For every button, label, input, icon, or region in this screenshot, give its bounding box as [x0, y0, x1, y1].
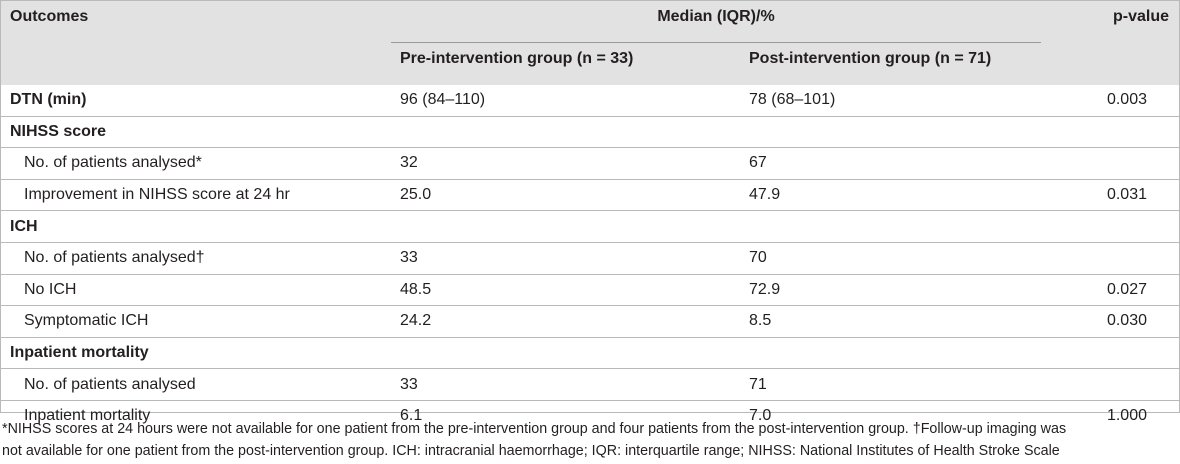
row-label: Inpatient mortality: [1, 337, 391, 370]
outcomes-table: Outcomes Median (IQR)/% p-value Pre-inte…: [1, 1, 1179, 432]
row-pre-value: 33: [391, 242, 740, 275]
row-pre-value: 25.0: [391, 179, 740, 212]
row-p-value: 1.000: [1106, 407, 1147, 425]
header-post-group-label: Post-intervention group (n = 71): [749, 50, 992, 67]
row-label: Inpatient mortality: [24, 407, 151, 425]
row-pre-value: 6.1: [400, 407, 423, 425]
row-post-value: 72.9: [740, 274, 1041, 307]
footnote-line-1: *NIHSS scores at 24 hours were not avail…: [2, 421, 1067, 437]
table-row: Improvement in NIHSS score at 24 hr 25.0…: [1, 179, 1179, 212]
row-p-value: [1041, 368, 1179, 401]
table-row: DTN (min) 96 (84–110) 78 (68–101) 0.003: [1, 85, 1179, 117]
row-post-value: 47.9: [740, 179, 1041, 212]
header-empty-p: [1041, 41, 1179, 85]
row-pre-value: 32: [391, 147, 740, 180]
table-row: No. of patients analysed 33 71: [1, 368, 1179, 401]
row-pre-value: [391, 337, 740, 370]
table-row: Inpatient mortality 6.1 7.0 1.000: [1, 400, 1179, 431]
row-p-value: 0.031: [1041, 179, 1179, 212]
row-label: No. of patients analysed: [1, 368, 391, 401]
header-post-group: Post-intervention group (n = 71): [740, 41, 1041, 85]
table-body: DTN (min) 96 (84–110) 78 (68–101) 0.003 …: [1, 85, 1179, 432]
row-post-value: [740, 337, 1041, 370]
row-pre-value: 96 (84–110): [391, 85, 740, 117]
table-row: No ICH 48.5 72.9 0.027: [1, 274, 1179, 307]
row-post-value: 8.5: [740, 305, 1041, 338]
row-label: No. of patients analysed†: [1, 242, 391, 275]
row-pre-value: [391, 116, 740, 149]
row-label: Improvement in NIHSS score at 24 hr: [1, 179, 391, 212]
row-post-value: [740, 116, 1041, 149]
row-label: No. of patients analysed*: [1, 147, 391, 180]
row-post-value: 67: [740, 147, 1041, 180]
header-pvalue: p-value: [1041, 1, 1179, 41]
header-outcomes: Outcomes: [1, 1, 391, 41]
outcomes-table-frame: Outcomes Median (IQR)/% p-value Pre-inte…: [0, 0, 1180, 424]
row-pre-value: [391, 210, 740, 243]
table-footnote: *NIHSS scores at 24 hours were not avail…: [2, 418, 1178, 462]
table-row: Inpatient mortality: [1, 337, 1179, 370]
row-label: No ICH: [1, 274, 391, 307]
header-empty: [1, 41, 391, 85]
row-label: Symptomatic ICH: [1, 305, 391, 338]
row-p-value: [1041, 116, 1179, 149]
header-pre-group-label: Pre-intervention group (n = 33): [400, 50, 634, 67]
table-row: No. of patients analysed† 33 70: [1, 242, 1179, 275]
row-post-value: 78 (68–101): [740, 85, 1041, 117]
header-median-label: Median (IQR)/%: [657, 8, 775, 25]
row-post-value: 7.0: [749, 407, 772, 425]
row-post-value: 71: [740, 368, 1041, 401]
row-pre-value: 33: [391, 368, 740, 401]
row-p-value: [1041, 210, 1179, 243]
header-median: Median (IQR)/%: [391, 1, 1041, 41]
row-p-value: [1041, 147, 1179, 180]
table-row: ICH: [1, 210, 1179, 243]
table-row: No. of patients analysed* 32 67: [1, 147, 1179, 180]
row-pre-value: 48.5: [391, 274, 740, 307]
row-p-value: 0.030: [1041, 305, 1179, 338]
row-label: DTN (min): [1, 85, 391, 117]
row-label: ICH: [1, 210, 391, 243]
footnote-line-2: not available for one patient from the p…: [2, 443, 1060, 459]
row-label: NIHSS score: [1, 116, 391, 149]
header-pre-group: Pre-intervention group (n = 33): [391, 41, 740, 85]
row-p-value: 0.003: [1041, 85, 1179, 117]
table-row: NIHSS score: [1, 116, 1179, 149]
table-row: Symptomatic ICH 24.2 8.5 0.030: [1, 305, 1179, 338]
row-p-value: 0.027: [1041, 274, 1179, 307]
row-post-value: 70: [740, 242, 1041, 275]
row-p-value: [1041, 337, 1179, 370]
row-pre-value: 24.2: [391, 305, 740, 338]
table-header: Outcomes Median (IQR)/% p-value Pre-inte…: [1, 1, 1179, 85]
row-post-value: [740, 210, 1041, 243]
row-p-value: [1041, 242, 1179, 275]
